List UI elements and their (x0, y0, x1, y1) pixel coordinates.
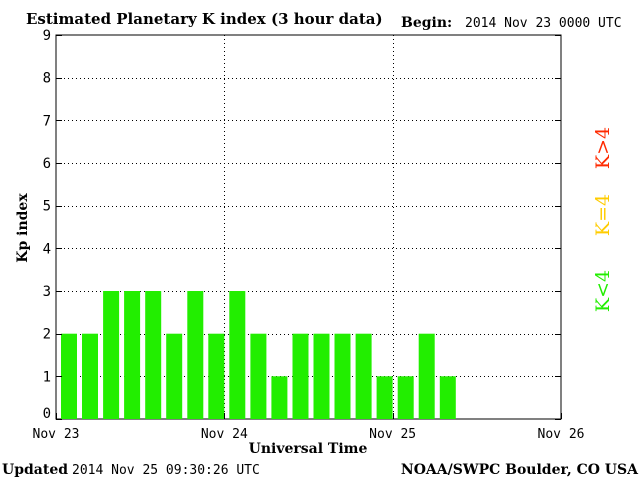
kp-bar (166, 333, 183, 419)
kp-bar (439, 376, 456, 419)
x-axis-ticks: Nov 23 Nov 24 Nov 25 Nov 26 (33, 413, 585, 442)
y-axis-label: Kp index (15, 193, 31, 263)
chart-gridlines (56, 35, 561, 419)
y-tick-label: 8 (43, 71, 51, 87)
x-axis-label: Universal Time (249, 441, 368, 457)
chart-title: Estimated Planetary K index (3 hour data… (26, 10, 383, 28)
updated-label: Updated (2, 462, 68, 478)
x-tick-label: Nov 26 (538, 427, 585, 442)
kp-bar (124, 291, 141, 419)
y-axis-ticks: 0 1 2 3 4 5 6 7 8 9 (43, 28, 561, 422)
x-tick-label: Nov 24 (201, 427, 248, 442)
kp-bar (292, 333, 309, 419)
y-tick-label: 2 (43, 327, 51, 343)
legend-k-equal-4: K=4 (592, 194, 614, 236)
kp-bar (355, 333, 372, 419)
kp-bar (82, 333, 98, 419)
kp-bar (250, 333, 267, 419)
kp-bar (271, 376, 288, 419)
chart-legend: K>4 K=4 K<4 (592, 127, 614, 312)
kp-bar (208, 333, 225, 419)
y-tick-label: 6 (43, 156, 51, 172)
kp-bar (145, 291, 162, 419)
chart-footer: Updated 2014 Nov 25 09:30:26 UTC NOAA/SW… (2, 462, 639, 478)
kp-bar (397, 376, 414, 419)
legend-k-below-4: K<4 (592, 270, 614, 312)
y-tick-label: 3 (43, 284, 51, 300)
kp-bar (61, 333, 77, 419)
begin-label: Begin: (401, 15, 452, 31)
kp-bar (334, 333, 351, 419)
x-tick-label: Nov 23 (33, 427, 80, 442)
y-tick-label: 4 (43, 241, 51, 257)
y-tick-label: 5 (43, 199, 51, 215)
kp-bar (376, 376, 393, 419)
chart-header: Estimated Planetary K index (3 hour data… (26, 10, 622, 31)
y-tick-label: 0 (43, 406, 51, 422)
source-credit: NOAA/SWPC Boulder, CO USA (401, 462, 639, 478)
kp-bar (187, 291, 204, 419)
kp-bar (103, 291, 120, 419)
begin-date: 2014 Nov 23 0000 UTC (465, 16, 622, 31)
y-tick-label: 1 (43, 369, 51, 385)
x-tick-label: Nov 25 (369, 427, 416, 442)
legend-k-above-4: K>4 (592, 127, 614, 169)
kp-bar (418, 333, 435, 419)
kp-bar (313, 333, 330, 419)
y-tick-label: 7 (43, 113, 51, 129)
kp-bar (229, 291, 246, 419)
bar-series (61, 291, 456, 419)
updated-timestamp: 2014 Nov 25 09:30:26 UTC (72, 463, 260, 478)
y-tick-label: 9 (43, 28, 51, 44)
